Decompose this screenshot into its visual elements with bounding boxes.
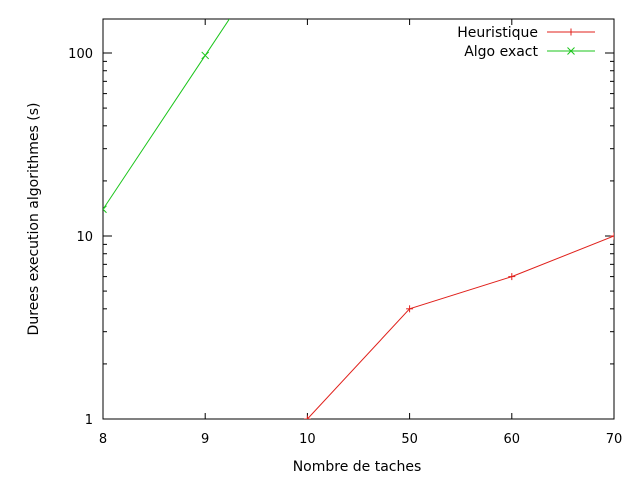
ticks: 8 9 10 50 60 70 1 10 100 xyxy=(68,19,622,447)
series-heuristique xyxy=(303,232,614,419)
series-line xyxy=(103,19,230,210)
x-tick-label: 50 xyxy=(401,432,418,447)
data-point xyxy=(567,47,575,55)
x-tick-label: 60 xyxy=(504,432,521,447)
legend-label: Algo exact xyxy=(464,44,538,60)
y-tick-label: 10 xyxy=(76,230,93,245)
series-algo-exact xyxy=(103,19,230,214)
legend-label: Heuristique xyxy=(457,25,538,41)
series-line xyxy=(307,235,614,419)
data-point xyxy=(103,208,107,214)
y-axis-label: Durees execution algorithmes (s) xyxy=(26,103,42,336)
axes xyxy=(102,18,615,420)
x-axis-label: Nombre de taches xyxy=(293,459,422,475)
data-point xyxy=(201,51,210,60)
x-tick-label: 10 xyxy=(299,432,316,447)
x-tick-label: 70 xyxy=(606,432,623,447)
series-layer xyxy=(103,19,614,419)
plot-border xyxy=(102,18,615,420)
legend: Heuristique Algo exact xyxy=(457,25,595,60)
data-point xyxy=(103,205,107,210)
x-tick-label: 9 xyxy=(201,432,209,447)
y-tick-label: 1 xyxy=(85,413,93,428)
y-tick-label: 100 xyxy=(68,47,93,62)
x-tick-label: 8 xyxy=(99,432,107,447)
